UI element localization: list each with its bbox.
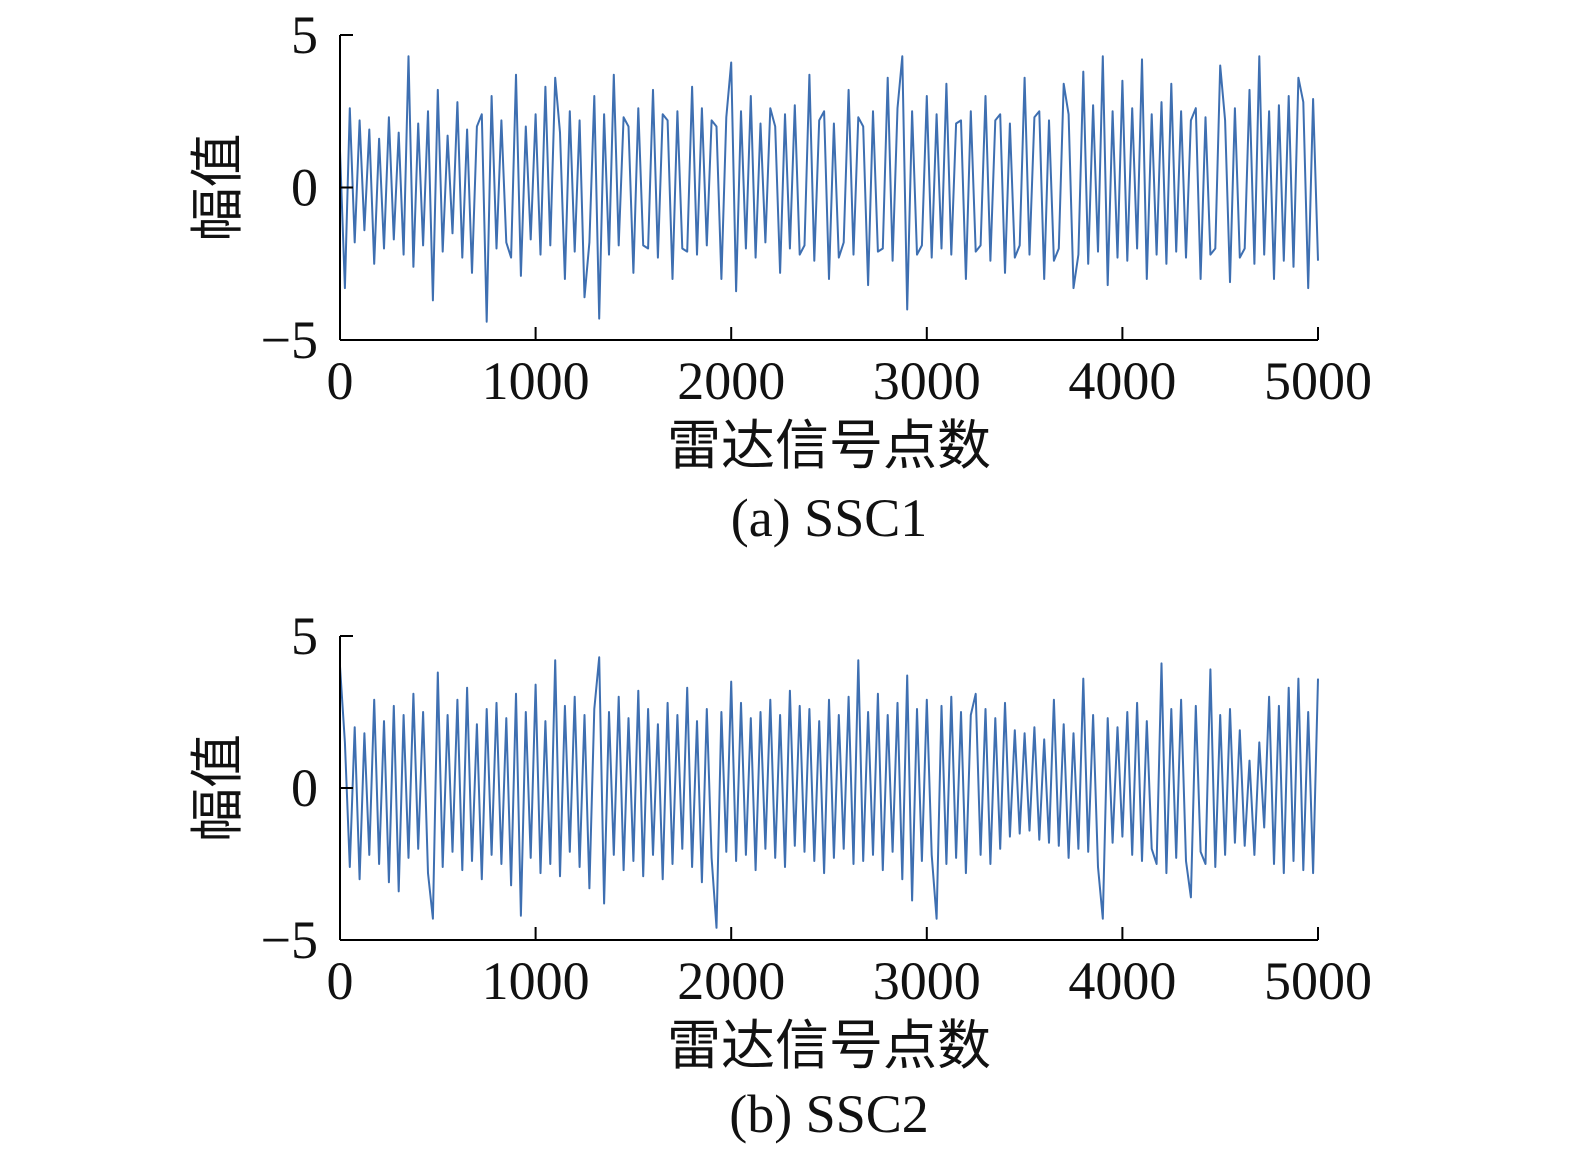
panel-caption: (b) SSC2 [729, 1084, 929, 1144]
x-tick-label: 3000 [873, 951, 981, 1011]
series-line [339, 656, 1319, 929]
y-tick-label: 5 [291, 5, 318, 65]
x-tick-label: 2000 [677, 951, 785, 1011]
y-axis-label: 幅值 [188, 134, 248, 242]
x-tick-label: 1000 [482, 351, 590, 411]
x-axis-label: 雷达信号点数 [667, 416, 991, 476]
x-tick-label: 2000 [677, 351, 785, 411]
y-tick-label: −5 [261, 910, 318, 970]
x-tick-label: 4000 [1068, 951, 1176, 1011]
x-tick-label: 4000 [1068, 351, 1176, 411]
x-tick-label: 1000 [482, 951, 590, 1011]
x-tick-label: 5000 [1264, 951, 1372, 1011]
y-tick-label: 0 [291, 758, 318, 818]
x-tick-label: 3000 [873, 351, 981, 411]
x-tick-label: 5000 [1264, 351, 1372, 411]
y-tick-label: 5 [291, 606, 318, 666]
x-axis-label: 雷达信号点数 [667, 1016, 991, 1076]
series-line [339, 55, 1319, 323]
x-tick-label: 0 [327, 951, 354, 1011]
x-tick-label: 0 [327, 351, 354, 411]
y-axis-label: 幅值 [188, 734, 248, 842]
panel-caption: (a) SSC1 [731, 488, 928, 548]
y-tick-label: −5 [261, 310, 318, 370]
y-tick-label: 0 [291, 158, 318, 218]
